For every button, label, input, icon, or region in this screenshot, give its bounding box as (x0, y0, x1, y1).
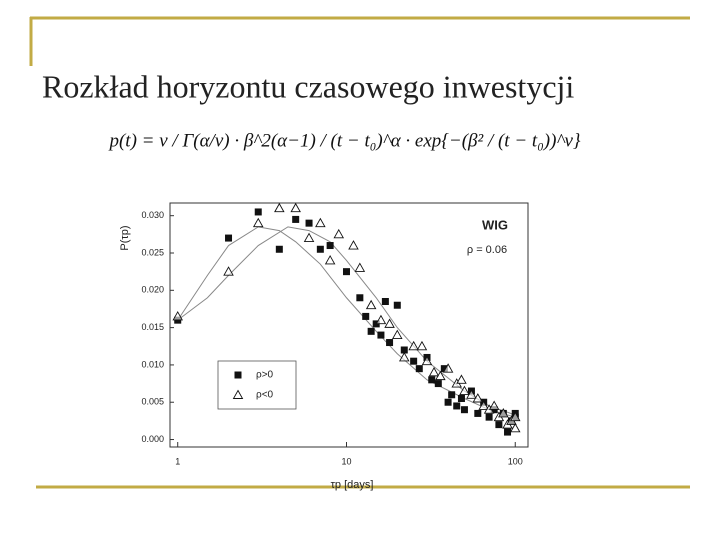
triangle-point (509, 411, 521, 422)
triangle-point (223, 266, 234, 276)
triangle-point (324, 255, 336, 265)
triangle-point (384, 318, 395, 328)
legend-marker (232, 389, 244, 399)
y-axis-label: P(τp) (119, 225, 131, 250)
y-tick-label: 0.000 (141, 434, 164, 444)
square-point (504, 428, 512, 436)
x-tick-label: 10 (341, 456, 351, 466)
legend-box (217, 360, 297, 410)
square-point (225, 234, 233, 242)
annotation: WIG (482, 217, 508, 232)
square-point (386, 339, 394, 347)
square-point (381, 297, 389, 305)
triangle-point (509, 422, 521, 433)
legend-marker (234, 371, 242, 379)
triangle-point (333, 228, 345, 239)
square-point (434, 380, 442, 388)
triangle-point (392, 329, 403, 340)
triangle-point (303, 232, 315, 243)
y-tick-label: 0.010 (141, 359, 164, 369)
square-point (356, 294, 364, 302)
slide-title: Rozkład horyzontu czasowego inwestycji (42, 68, 574, 104)
triangle-point (421, 355, 433, 366)
square-point (448, 391, 456, 399)
square-point (460, 406, 468, 414)
square-point (457, 394, 465, 402)
triangle-point (375, 314, 387, 325)
square-point (254, 208, 262, 216)
square-point (342, 268, 350, 276)
square-point (415, 365, 423, 373)
y-tick-label: 0.005 (141, 397, 164, 407)
triangle-point (399, 352, 410, 362)
annotation: ρ = 0.06 (467, 244, 507, 256)
triangle-point (456, 374, 467, 384)
triangle-point (348, 240, 359, 250)
square-point (393, 301, 401, 309)
triangle-point (472, 393, 484, 403)
triangle-point (354, 262, 366, 272)
square-point (400, 346, 408, 354)
triangle-point (459, 385, 470, 395)
square-point (428, 376, 436, 384)
square-point (377, 331, 385, 339)
formula: p(t) = ν / Γ(α/ν) · β^2(α−1) / (t − t₀)^… (107, 130, 580, 151)
y-tick-label: 0.015 (141, 322, 164, 332)
triangle-point (408, 340, 419, 351)
triangle-point (172, 311, 183, 321)
triangle-point (435, 370, 446, 381)
triangle-point (488, 400, 500, 410)
triangle-point (466, 389, 477, 399)
y-tick-label: 0.025 (141, 247, 164, 257)
square-point (362, 312, 370, 320)
y-tick-label: 0.030 (141, 210, 164, 220)
square-point (292, 215, 300, 223)
triangle-point (290, 202, 301, 213)
legend-label: ρ<0 (256, 390, 274, 401)
square-point (316, 245, 324, 253)
square-point (474, 409, 482, 417)
triangle-point (274, 202, 285, 213)
square-point (444, 398, 452, 406)
triangle-point (442, 363, 454, 373)
square-point (440, 365, 448, 373)
square-point (326, 242, 334, 250)
triangle-point (252, 217, 264, 228)
triangle-point (428, 366, 440, 377)
triangle-point (416, 340, 428, 351)
triangle-point (315, 217, 326, 228)
square-point (453, 402, 461, 410)
y-tick-label: 0.020 (141, 285, 164, 295)
triangle-point (365, 299, 377, 310)
plot-frame (169, 202, 529, 448)
square-point (485, 413, 493, 421)
square-point (410, 357, 418, 365)
square-point (305, 219, 313, 227)
legend-label: ρ>0 (256, 370, 274, 381)
x-tick-label: 1 (175, 456, 180, 466)
x-axis-label: τp [days] (331, 479, 374, 491)
triangle-point (498, 408, 509, 418)
square-point (367, 327, 375, 335)
square-point (495, 421, 503, 429)
triangle-point (478, 400, 489, 410)
square-point (275, 245, 283, 253)
x-tick-label: 100 (508, 456, 523, 466)
